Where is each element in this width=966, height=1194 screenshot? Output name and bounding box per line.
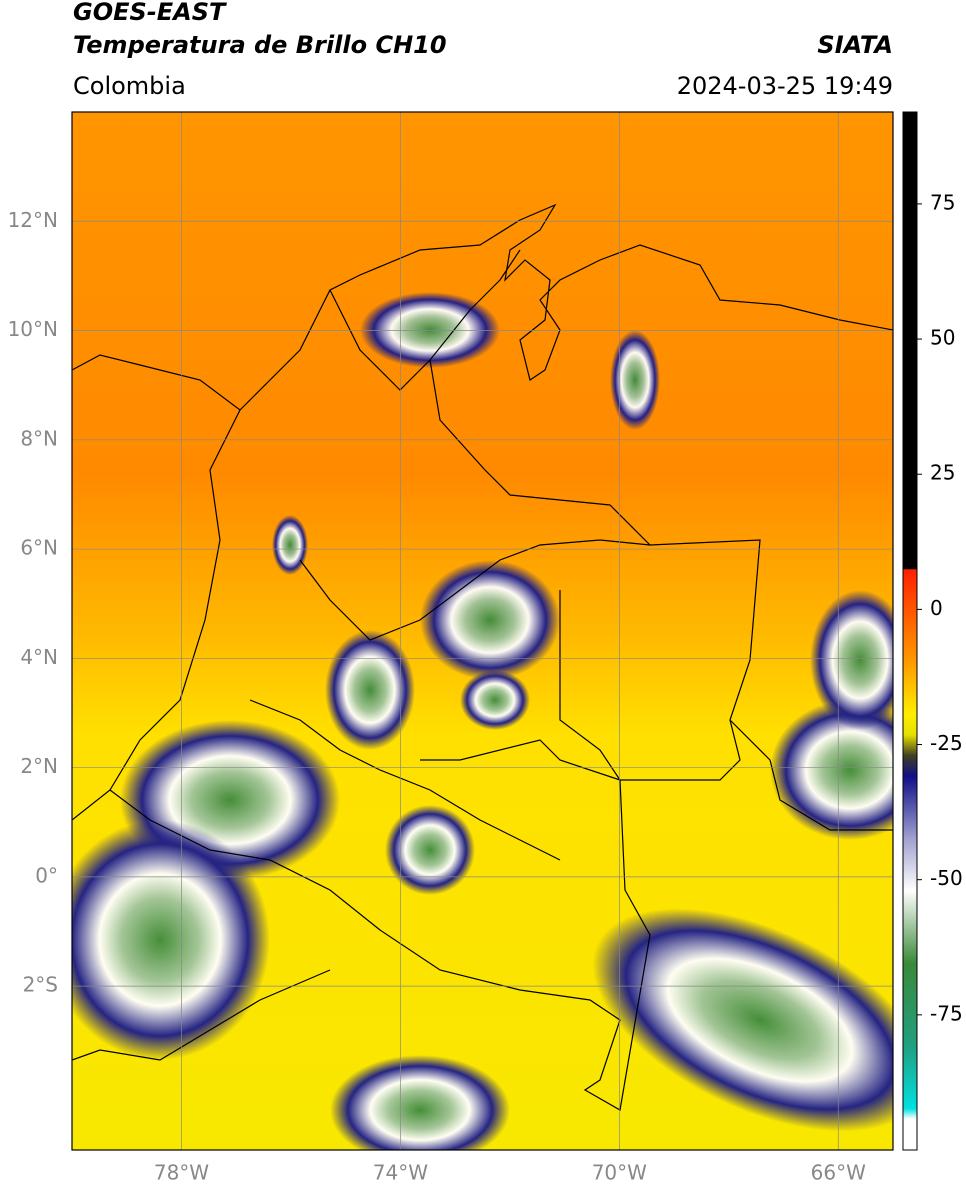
lat-tick-label: 12°N <box>8 208 58 232</box>
colorbar-tick-label: 25 <box>930 461 955 485</box>
lat-tick-label: 4°N <box>20 645 58 669</box>
subtitle: Temperatura de Brillo CH10 <box>73 31 447 59</box>
timestamp: 2024-03-25 19:49 <box>677 72 893 100</box>
colorbar-tick-label: -75 <box>930 1001 963 1025</box>
lon-tick-label: 74°W <box>373 1161 428 1185</box>
lat-tick-label: 2°N <box>20 754 58 778</box>
colorbar-tick-label: 0 <box>930 596 943 620</box>
lon-tick-label: 70°W <box>592 1161 647 1185</box>
colorbar-tick-label: -25 <box>930 731 963 755</box>
region: Colombia <box>73 72 186 100</box>
colorbar-tick-label: 75 <box>930 190 955 214</box>
lat-tick-label: 8°N <box>20 426 58 450</box>
lon-tick-label: 66°W <box>811 1161 866 1185</box>
borders <box>72 203 893 1111</box>
colorbar <box>902 111 918 1151</box>
map-frame <box>71 111 894 1151</box>
colorbar-tick-label: -50 <box>930 866 963 890</box>
lat-tick-label: 2°S <box>23 973 58 997</box>
clouds <box>72 292 893 1150</box>
map-image <box>72 112 893 1150</box>
lat-tick-label: 6°N <box>20 536 58 560</box>
lat-tick-label: 0° <box>35 863 58 887</box>
title: GOES-EAST <box>73 0 227 26</box>
grid <box>72 112 893 1150</box>
colorbar-tick-label: 50 <box>930 326 955 350</box>
source: SIATA <box>817 31 893 59</box>
lon-tick-label: 78°W <box>154 1161 209 1185</box>
lat-tick-label: 10°N <box>8 317 58 341</box>
